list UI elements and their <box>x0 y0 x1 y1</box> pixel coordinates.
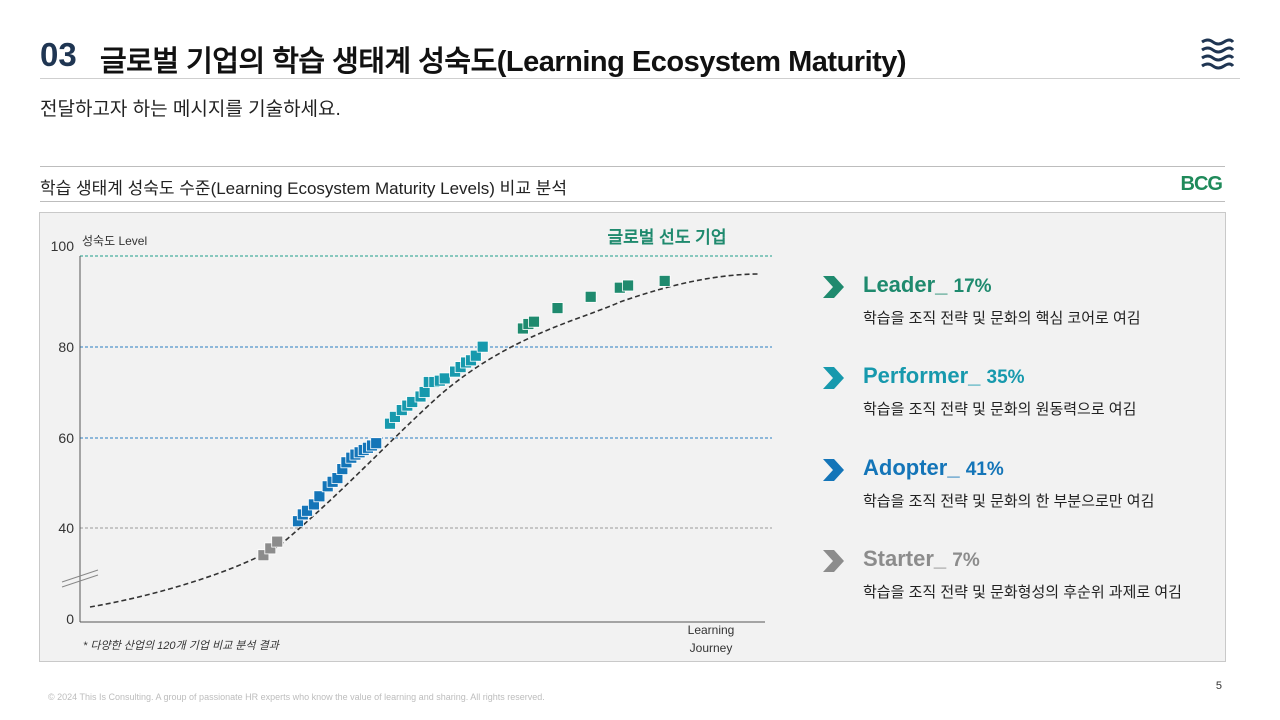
legend-name: Starter_ 7% <box>863 546 980 572</box>
legend-percent: 41% <box>965 459 1004 480</box>
legend-label: Leader <box>863 272 936 297</box>
section-title: 학습 생태계 성숙도 수준(Learning Ecosystem Maturit… <box>40 179 567 198</box>
bcg-logo: BCG <box>1180 173 1223 195</box>
legend-description: 학습을 조직 전략 및 문화의 핵심 코어로 여김 <box>863 310 1141 327</box>
chevron-right-icon <box>823 276 844 298</box>
section-rule-top <box>40 166 1225 167</box>
chevron-right-icon <box>823 367 844 389</box>
chevron-right-icon <box>823 459 844 481</box>
legend-separator: _ <box>933 546 953 571</box>
legend-name: Performer_ 35% <box>863 363 1025 389</box>
slide-header: 03 글로벌 기업의 학습 생태계 성숙도(Learning Ecosystem… <box>40 34 1240 80</box>
legend-percent: 7% <box>952 550 980 571</box>
legend-name: Adopter_ 41% <box>863 455 1004 481</box>
section-rule-bottom <box>40 201 1225 202</box>
key-message[interactable]: 전달하고자 하는 메시지를 기술하세요. <box>40 99 341 120</box>
legend-description: 학습을 조직 전략 및 문화의 한 부분으로만 여김 <box>863 493 1155 510</box>
legend-separator: _ <box>947 455 966 480</box>
legend-percent: 17% <box>953 276 992 297</box>
legend-label: Adopter <box>863 455 948 480</box>
legend-name: Leader_ 17% <box>863 272 992 298</box>
page-number: 5 <box>1215 680 1222 692</box>
legend-description: 학습을 조직 전략 및 문화형성의 후순위 과제로 여김 <box>863 584 1182 601</box>
legend-description: 학습을 조직 전략 및 문화의 원동력으로 여김 <box>863 401 1137 418</box>
legend-separator: _ <box>935 272 954 297</box>
header-divider <box>40 78 1240 79</box>
copyright-text: © 2024 This Is Consulting. A group of pa… <box>48 692 545 702</box>
waves-logo-icon <box>1201 38 1234 70</box>
legend-label: Performer <box>863 363 969 388</box>
legend-percent: 35% <box>986 367 1025 388</box>
legend-separator: _ <box>968 363 987 388</box>
legend-label: Starter <box>863 546 934 571</box>
page-title: 글로벌 기업의 학습 생태계 성숙도(Learning Ecosystem Ma… <box>100 46 907 78</box>
section-number: 03 <box>40 36 77 73</box>
chevron-right-icon <box>823 550 844 572</box>
